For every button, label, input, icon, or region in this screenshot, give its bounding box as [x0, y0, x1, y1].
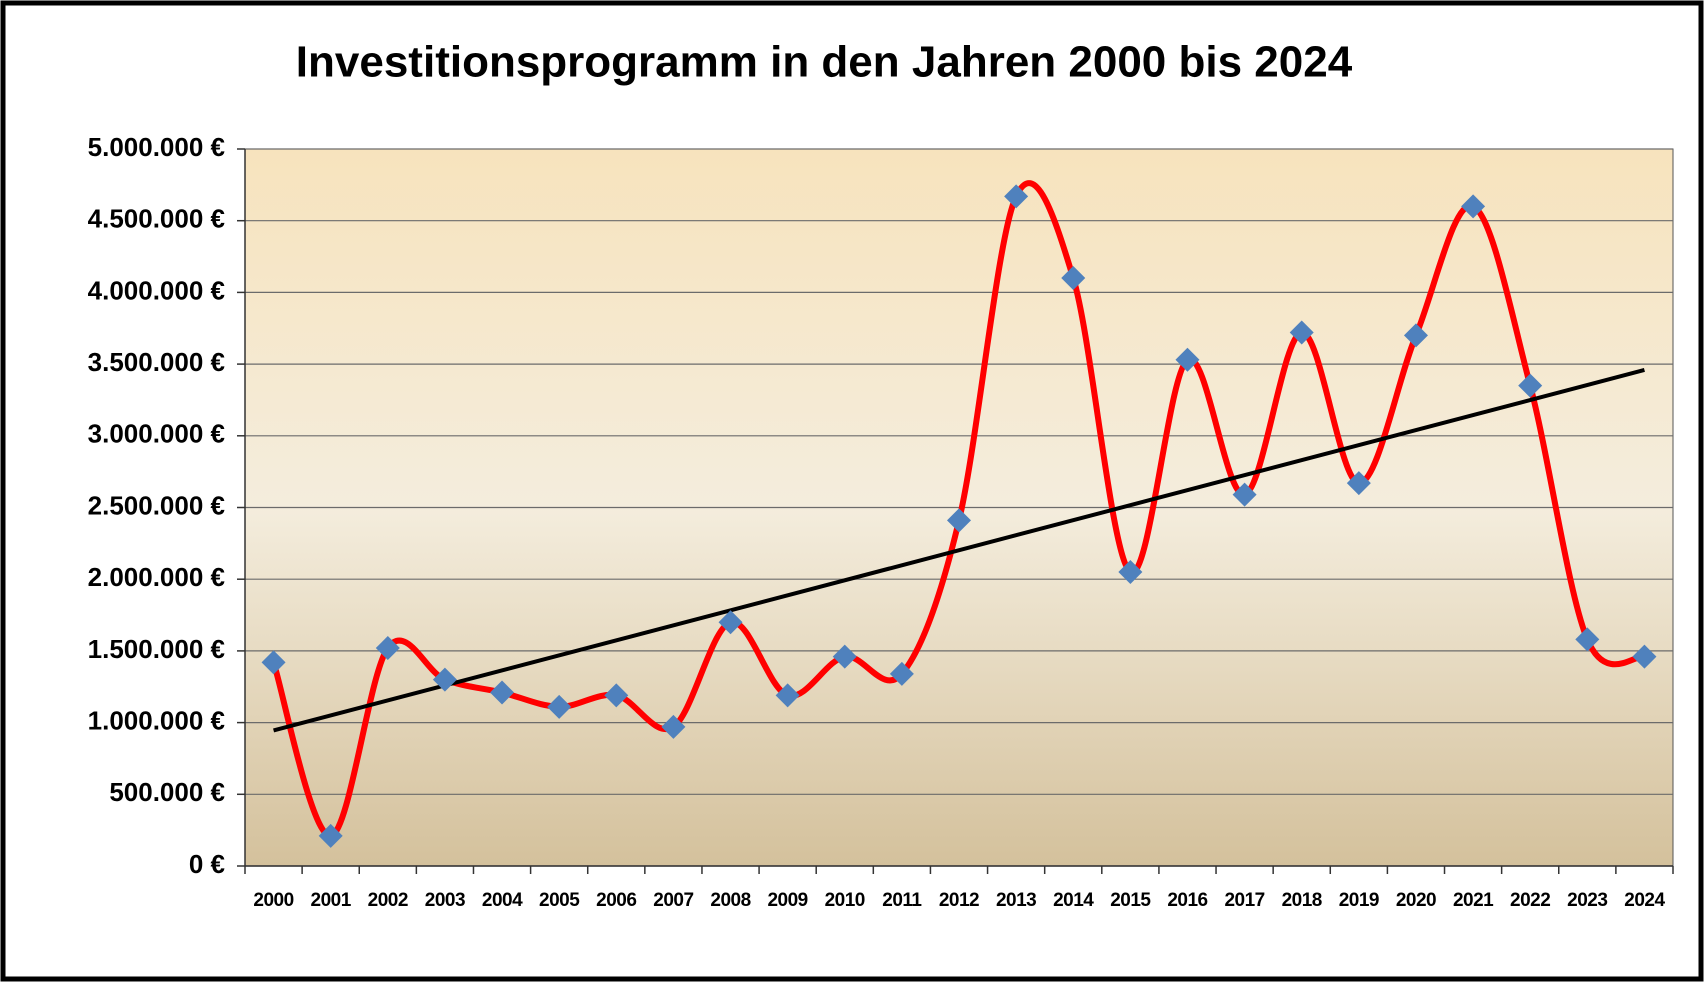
x-tick-label: 2018: [1282, 890, 1322, 911]
marker: [889, 661, 914, 686]
marker: [1289, 320, 1314, 345]
x-tick-label: 2023: [1567, 890, 1607, 911]
marker: [661, 714, 686, 739]
y-tick-label: 500.000 €: [109, 777, 225, 807]
y-tick-label: 0 €: [189, 849, 225, 879]
y-tick-label: 4.500.000 €: [88, 204, 225, 234]
marker: [490, 680, 515, 705]
y-tick-label: 2.000.000 €: [88, 562, 225, 592]
x-tick-label: 2005: [539, 890, 580, 911]
x-tick-label: 2002: [368, 890, 408, 911]
x-tick-label: 2014: [1053, 890, 1094, 911]
y-tick-label: 3.000.000 €: [88, 419, 225, 449]
x-tick-label: 2009: [767, 890, 807, 911]
x-tick-label: 2000: [253, 890, 293, 911]
y-tick-label: 2.500.000 €: [88, 490, 225, 520]
x-tick-label: 2001: [311, 890, 352, 911]
marker: [1346, 471, 1371, 496]
x-tick-label: 2017: [1224, 890, 1264, 911]
x-tick-label: 2019: [1339, 890, 1379, 911]
marker: [718, 610, 743, 635]
marker: [1004, 184, 1029, 209]
marker: [1461, 194, 1486, 219]
marker: [1118, 560, 1143, 585]
y-tick-label: 1.500.000 €: [88, 634, 225, 664]
x-tick-label: 2015: [1110, 890, 1151, 911]
marker: [775, 683, 800, 708]
y-tick-label: 5.000.000 €: [88, 132, 225, 162]
x-tick-label: 2011: [882, 890, 922, 911]
y-tick-label: 1.000.000 €: [88, 705, 225, 735]
x-tick-label: 2022: [1510, 890, 1550, 911]
x-tick-label: 2004: [482, 890, 523, 911]
x-tick-label: 2016: [1167, 890, 1207, 911]
marker: [318, 823, 343, 848]
marker: [947, 508, 971, 533]
marker: [1403, 323, 1428, 348]
marker: [1632, 644, 1657, 669]
line: [270, 180, 1646, 839]
x-tick-label: 2013: [996, 890, 1036, 911]
marker: [832, 644, 857, 669]
x-tick-label: 2008: [710, 890, 750, 911]
x-tick-label: 2020: [1396, 890, 1436, 911]
marker: [1575, 627, 1600, 652]
x-tick-label: 2010: [825, 890, 865, 911]
marker: [261, 650, 286, 675]
x-tick-label: 2012: [939, 890, 979, 911]
y-tick-label: 4.000.000 €: [88, 275, 225, 305]
y-tick-label: 3.500.000 €: [88, 347, 225, 377]
marker: [1175, 347, 1200, 372]
marker: [1518, 373, 1543, 398]
x-tick-label: 2006: [596, 890, 636, 911]
marker: [375, 636, 400, 661]
x-tick-label: 2021: [1453, 890, 1494, 911]
x-tick-label: 2003: [425, 890, 465, 911]
marker: [1061, 266, 1086, 291]
marker: [432, 667, 457, 692]
trendline: [273, 368, 1645, 733]
marker: [604, 683, 629, 708]
marker: [1232, 482, 1257, 507]
x-tick-label: 2007: [653, 890, 693, 911]
marker: [547, 694, 572, 719]
chart-title: Investitionsprogramm in den Jahren 2000 …: [296, 38, 1353, 87]
x-tick-label: 2024: [1624, 890, 1665, 911]
